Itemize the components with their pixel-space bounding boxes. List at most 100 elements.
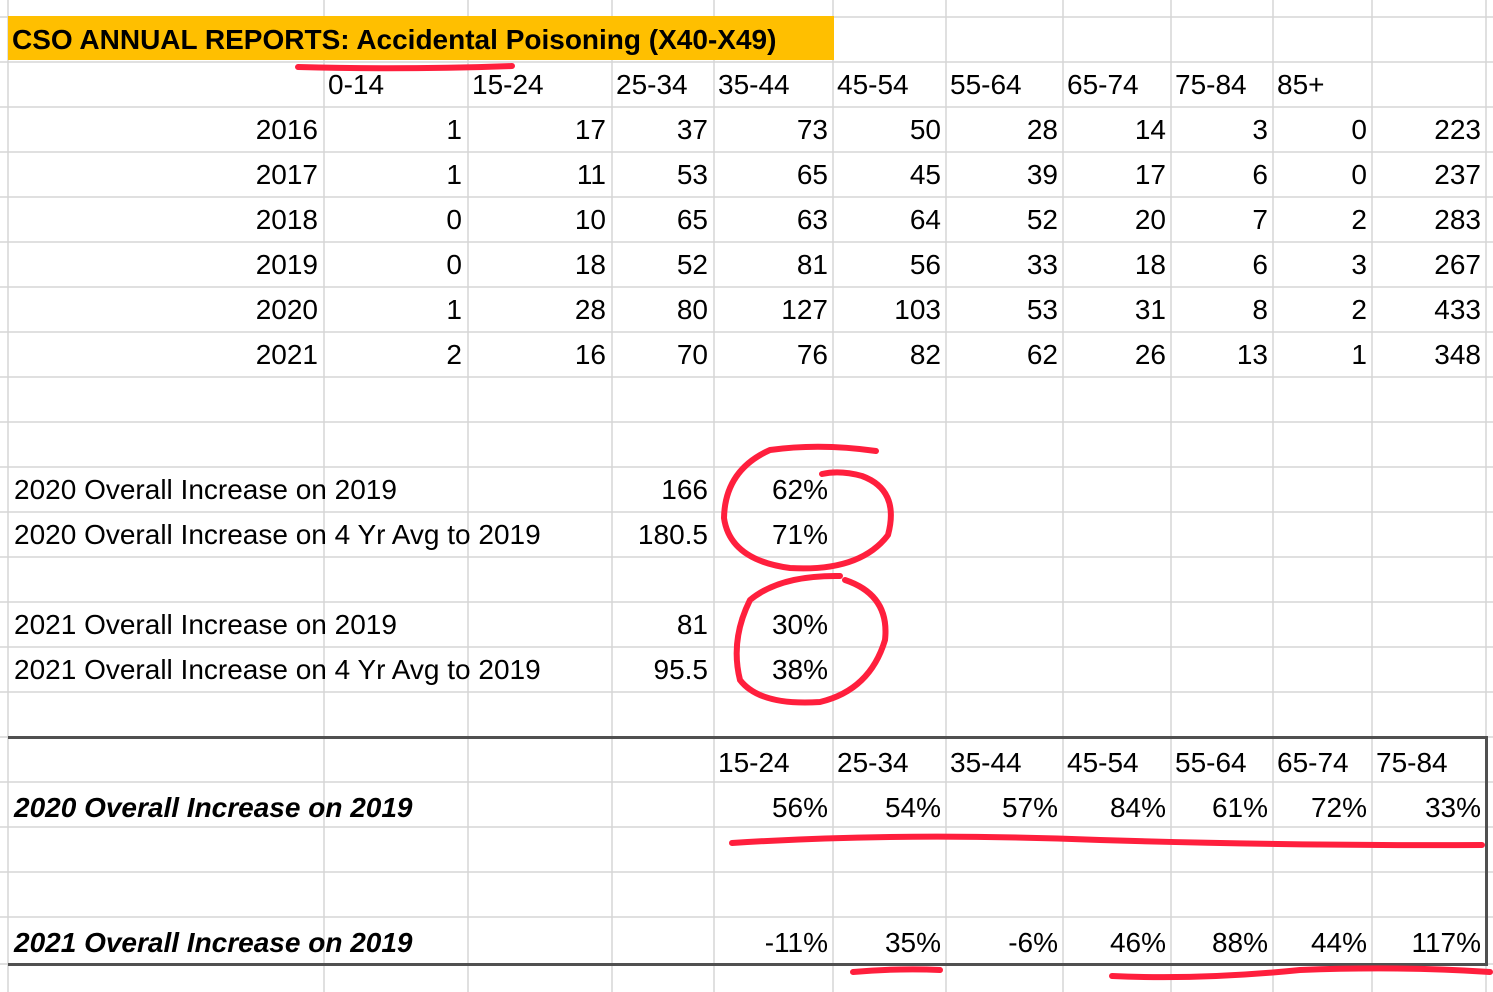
data-cell[interactable]: 14: [1134, 114, 1166, 145]
data-cell[interactable]: 52: [676, 249, 708, 280]
data-cell[interactable]: 28: [574, 294, 606, 325]
year-label[interactable]: 2017: [255, 159, 318, 190]
summary-label[interactable]: 2020 Overall Increase on 4 Yr Avg to 201…: [14, 519, 541, 550]
summary-pct[interactable]: 71%: [771, 519, 828, 550]
increase-2021-cell[interactable]: -6%: [1008, 927, 1058, 958]
data-cell[interactable]: 2: [446, 339, 462, 370]
increase-header[interactable]: 45-54: [1067, 747, 1139, 778]
data-cell[interactable]: 1: [1351, 339, 1367, 370]
data-cell[interactable]: 73: [796, 114, 828, 145]
data-cell[interactable]: 8: [1252, 294, 1268, 325]
data-cell[interactable]: 37: [676, 114, 708, 145]
data-cell[interactable]: 127: [781, 294, 828, 325]
total-cell[interactable]: 237: [1434, 159, 1481, 190]
data-cell[interactable]: 0: [446, 204, 462, 235]
data-cell[interactable]: 18: [574, 249, 606, 280]
increase-2021-cell[interactable]: 88%: [1211, 927, 1268, 958]
increase-2021-cell[interactable]: -11%: [764, 927, 828, 958]
data-cell[interactable]: 1: [446, 114, 462, 145]
increase-2021-cell[interactable]: 35%: [884, 927, 941, 958]
data-cell[interactable]: 2: [1351, 204, 1367, 235]
data-cell[interactable]: 81: [796, 249, 828, 280]
year-label[interactable]: 2021: [255, 339, 318, 370]
data-cell[interactable]: 11: [576, 159, 606, 190]
age-header[interactable]: 35-44: [718, 69, 790, 100]
year-label[interactable]: 2019: [255, 249, 318, 280]
data-cell[interactable]: 80: [676, 294, 708, 325]
data-cell[interactable]: 65: [676, 204, 708, 235]
data-cell[interactable]: 17: [574, 114, 606, 145]
increase-2020-cell[interactable]: 61%: [1211, 792, 1268, 823]
increase-2020-cell[interactable]: 57%: [1001, 792, 1058, 823]
increase-header[interactable]: 65-74: [1277, 747, 1349, 778]
data-cell[interactable]: 76: [796, 339, 828, 370]
summary-label[interactable]: 2021 Overall Increase on 4 Yr Avg to 201…: [14, 654, 541, 685]
increase-2021-cell[interactable]: 46%: [1109, 927, 1166, 958]
data-cell[interactable]: 3: [1252, 114, 1268, 145]
increase-2020-cell[interactable]: 84%: [1109, 792, 1166, 823]
increase-header[interactable]: 25-34: [837, 747, 909, 778]
increase-2020-cell[interactable]: 72%: [1310, 792, 1367, 823]
data-cell[interactable]: 33: [1026, 249, 1058, 280]
data-cell[interactable]: 52: [1026, 204, 1058, 235]
data-cell[interactable]: 62: [1026, 339, 1058, 370]
data-cell[interactable]: 63: [796, 204, 828, 235]
total-cell[interactable]: 267: [1434, 249, 1481, 280]
data-cell[interactable]: 7: [1252, 204, 1268, 235]
summary-pct[interactable]: 30%: [771, 609, 828, 640]
age-header[interactable]: 75-84: [1175, 69, 1247, 100]
data-cell[interactable]: 103: [894, 294, 941, 325]
total-cell[interactable]: 283: [1434, 204, 1481, 235]
data-cell[interactable]: 6: [1252, 249, 1268, 280]
data-cell[interactable]: 2: [1351, 294, 1367, 325]
data-cell[interactable]: 56: [909, 249, 941, 280]
age-header[interactable]: 0-14: [328, 69, 385, 100]
increase-header[interactable]: 15-24: [718, 747, 790, 778]
increase-2021-cell[interactable]: 117%: [1411, 927, 1481, 958]
data-cell[interactable]: 1: [446, 159, 462, 190]
increase-2020-cell[interactable]: 56%: [771, 792, 828, 823]
summary-value[interactable]: 95.5: [653, 654, 709, 685]
data-cell[interactable]: 53: [1026, 294, 1058, 325]
increase-2020-cell[interactable]: 54%: [884, 792, 941, 823]
summary-label[interactable]: 2020 Overall Increase on 2019: [14, 474, 397, 505]
data-cell[interactable]: 82: [909, 339, 941, 370]
age-header[interactable]: 65-74: [1067, 69, 1139, 100]
data-cell[interactable]: 39: [1026, 159, 1058, 190]
increase-header[interactable]: 55-64: [1175, 747, 1247, 778]
data-cell[interactable]: 16: [574, 339, 606, 370]
data-cell[interactable]: 20: [1134, 204, 1166, 235]
data-cell[interactable]: 70: [676, 339, 708, 370]
year-label[interactable]: 2016: [255, 114, 318, 145]
increase-2021-cell[interactable]: 44%: [1310, 927, 1367, 958]
age-header[interactable]: 15-24: [472, 69, 544, 100]
data-cell[interactable]: 53: [676, 159, 708, 190]
summary-value[interactable]: 166: [661, 474, 708, 505]
age-header[interactable]: 45-54: [837, 69, 909, 100]
total-cell[interactable]: 348: [1434, 339, 1481, 370]
summary-value[interactable]: 81: [676, 609, 708, 640]
summary-value[interactable]: 180.5: [637, 519, 708, 550]
data-cell[interactable]: 0: [1351, 114, 1367, 145]
increase-2020-cell[interactable]: 33%: [1424, 792, 1481, 823]
increase-header[interactable]: 35-44: [950, 747, 1022, 778]
data-cell[interactable]: 13: [1236, 339, 1268, 370]
data-cell[interactable]: 45: [909, 159, 941, 190]
increase-2021-label[interactable]: 2021 Overall Increase on 2019: [14, 927, 413, 958]
total-cell[interactable]: 223: [1434, 114, 1481, 145]
year-label[interactable]: 2018: [255, 204, 318, 235]
data-cell[interactable]: 10: [574, 204, 606, 235]
summary-label[interactable]: 2021 Overall Increase on 2019: [14, 609, 397, 640]
data-cell[interactable]: 3: [1351, 249, 1367, 280]
data-cell[interactable]: 0: [1351, 159, 1367, 190]
increase-2020-label[interactable]: 2020 Overall Increase on 2019: [14, 792, 413, 823]
data-cell[interactable]: 17: [1134, 159, 1166, 190]
increase-header[interactable]: 75-84: [1376, 747, 1448, 778]
year-label[interactable]: 2020: [255, 294, 318, 325]
data-cell[interactable]: 6: [1252, 159, 1268, 190]
data-cell[interactable]: 0: [446, 249, 462, 280]
data-cell[interactable]: 31: [1134, 294, 1166, 325]
data-cell[interactable]: 65: [796, 159, 828, 190]
data-cell[interactable]: 18: [1134, 249, 1166, 280]
data-cell[interactable]: 1: [446, 294, 462, 325]
